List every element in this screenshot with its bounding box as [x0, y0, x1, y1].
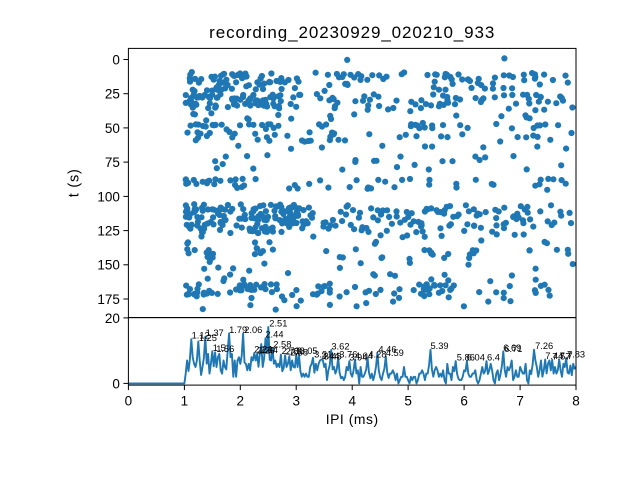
svg-text:6.4: 6.4 [487, 353, 500, 363]
svg-text:1: 1 [181, 393, 189, 408]
svg-text:1.12: 1.12 [192, 331, 210, 341]
svg-text:5: 5 [404, 393, 412, 408]
svg-text:8: 8 [572, 393, 580, 408]
svg-text:0: 0 [125, 393, 133, 408]
svg-text:2.24: 2.24 [254, 344, 272, 354]
svg-text:7.57: 7.57 [552, 351, 570, 361]
svg-text:1.25: 1.25 [199, 333, 217, 343]
svg-text:3.05: 3.05 [300, 346, 318, 356]
svg-text:5.39: 5.39 [431, 341, 449, 351]
svg-text:4.04: 4.04 [355, 351, 373, 361]
svg-text:75: 75 [105, 155, 120, 170]
svg-text:2.58: 2.58 [273, 340, 291, 350]
svg-text:0: 0 [112, 52, 120, 67]
svg-text:4.28: 4.28 [368, 349, 386, 359]
svg-text:3.62: 3.62 [331, 342, 349, 352]
svg-text:7.7: 7.7 [560, 351, 573, 361]
svg-text:1.79: 1.79 [229, 325, 247, 335]
svg-text:2.44: 2.44 [265, 330, 283, 340]
svg-text:3.44: 3.44 [321, 351, 339, 361]
svg-text:50: 50 [105, 121, 120, 136]
svg-text:3: 3 [292, 393, 300, 408]
svg-text:3.94: 3.94 [349, 353, 367, 363]
svg-text:7: 7 [516, 393, 524, 408]
svg-text:1.56: 1.56 [216, 344, 234, 354]
svg-text:2.88: 2.88 [290, 348, 308, 358]
svg-text:2.51: 2.51 [269, 319, 287, 329]
svg-text:6.71: 6.71 [504, 344, 522, 354]
svg-text:3.76: 3.76 [339, 349, 357, 359]
svg-text:4.59: 4.59 [386, 348, 404, 358]
svg-text:175: 175 [97, 292, 120, 307]
svg-text:2: 2 [237, 393, 245, 408]
svg-text:6.69: 6.69 [503, 343, 521, 353]
svg-text:6.04: 6.04 [467, 353, 485, 363]
svg-text:2.34: 2.34 [260, 345, 278, 355]
svg-text:recording_20230929_020210_933: recording_20230929_020210_933 [209, 23, 495, 42]
svg-text:2.73: 2.73 [282, 346, 300, 356]
svg-text:3.48: 3.48 [324, 351, 342, 361]
svg-text:7.26: 7.26 [535, 341, 553, 351]
svg-text:1.37: 1.37 [206, 328, 224, 338]
svg-text:2.06: 2.06 [244, 325, 262, 335]
svg-text:1.5: 1.5 [213, 343, 226, 353]
svg-text:25: 25 [105, 87, 120, 102]
svg-text:5.86: 5.86 [457, 353, 475, 363]
svg-text:3.31: 3.31 [314, 349, 332, 359]
svg-text:125: 125 [97, 224, 120, 239]
svg-text:4: 4 [348, 393, 356, 408]
svg-text:6: 6 [460, 393, 468, 408]
svg-text:100: 100 [97, 189, 120, 204]
svg-text:IPI (ms): IPI (ms) [326, 411, 379, 427]
svg-text:3: 3 [297, 346, 302, 356]
svg-text:7.44: 7.44 [545, 351, 563, 361]
svg-text:t (s): t (s) [67, 168, 83, 197]
svg-text:4.46: 4.46 [378, 344, 396, 354]
svg-text:150: 150 [97, 258, 120, 273]
svg-text:20: 20 [105, 311, 120, 326]
svg-text:2.29: 2.29 [257, 345, 275, 355]
svg-text:2.8: 2.8 [286, 347, 299, 357]
svg-text:0: 0 [112, 376, 120, 391]
